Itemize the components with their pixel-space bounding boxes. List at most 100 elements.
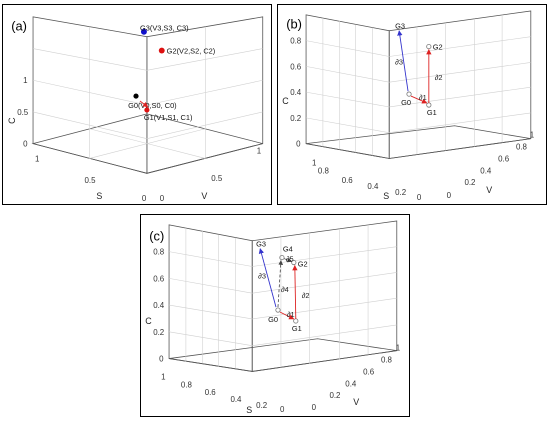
x-tick: 0.4 xyxy=(345,379,357,388)
point-g1 xyxy=(144,107,150,113)
edge-g1-g2 xyxy=(292,264,298,319)
panel-a-label: (a) xyxy=(11,19,27,34)
x-tick: 0.8 xyxy=(381,356,393,365)
edge-label: ∂2 xyxy=(302,291,310,300)
x-tick: 0.4 xyxy=(480,166,492,175)
z-tick: 0 xyxy=(296,140,301,149)
edge-g4-g2 xyxy=(283,257,293,263)
point-g4 xyxy=(279,255,285,261)
panel-b-label: (b) xyxy=(286,17,302,32)
z-tick: 0.2 xyxy=(153,328,164,337)
y-tick: 0.4 xyxy=(230,395,242,404)
panel-a: (a) 0 0.5 1 C 1 0.5 0 S 0 0.5 1 V G3(V3,… xyxy=(2,4,272,205)
z-axis-label: C xyxy=(7,117,17,124)
edge-g0-g3 xyxy=(258,248,277,308)
point-g2 xyxy=(291,259,297,266)
edge-label: ∂1 xyxy=(419,93,427,102)
edge-g0-g1 xyxy=(279,311,295,320)
x-tick: 0.2 xyxy=(329,391,340,400)
x-tick: 1 xyxy=(257,147,262,156)
z-tick: 0.4 xyxy=(153,301,165,310)
point-g1 xyxy=(426,102,432,108)
panel-c-plot: (c) 0 0.2 0.4 0.6 0.8 1 C 1 0.8 0.6 0.4 … xyxy=(145,220,401,415)
y-tick: 0 xyxy=(280,405,285,414)
y-axis-label: S xyxy=(383,191,389,201)
point-g2-label: G2(V2,S2, C2) xyxy=(167,47,216,56)
x-tick: 1 xyxy=(530,131,535,140)
y-tick: 1 xyxy=(312,158,317,167)
point-g0 xyxy=(406,91,412,97)
panel-a-plot: (a) 0 0.5 1 C 1 0.5 0 S 0 0.5 1 V G3(V3,… xyxy=(7,16,264,203)
edge-label: ∂4 xyxy=(281,285,289,294)
y-tick: 0.5 xyxy=(85,176,97,185)
z-axis-label: C xyxy=(282,96,289,106)
y-tick: 0 xyxy=(417,193,422,202)
point-g0-label: G0(V0,S0, C0) xyxy=(128,101,177,110)
panel-a-grid xyxy=(31,16,264,174)
y-tick: 0.6 xyxy=(342,176,354,185)
edge-label: ∂5 xyxy=(286,255,294,264)
edge-g0-g3 xyxy=(397,30,409,92)
point-g2 xyxy=(158,47,165,54)
point-g1-label: G1 xyxy=(427,108,437,117)
y-tick: 0.8 xyxy=(181,380,193,389)
z-tick: 0.8 xyxy=(153,248,165,257)
y-axis-label: S xyxy=(246,405,252,415)
edge-label: ∂1 xyxy=(287,310,295,319)
y-tick: 0.2 xyxy=(395,188,406,197)
x-tick: 0 xyxy=(312,403,317,412)
y-tick: 0.6 xyxy=(205,388,217,397)
x-tick: 0 xyxy=(447,191,452,200)
x-tick: 0.6 xyxy=(363,367,375,376)
y-tick: 0 xyxy=(142,194,147,203)
panel-b-grid xyxy=(305,10,532,159)
x-tick: 0.5 xyxy=(211,174,223,183)
panel-c: (c) 0 0.2 0.4 0.6 0.8 1 C 1 0.8 0.6 0.4 … xyxy=(140,214,410,417)
panel-b: (b) 0 0.2 0.4 0.6 0.8 1 C 1 0.8 0.6 0.4 … xyxy=(277,4,547,205)
point-g2 xyxy=(426,44,432,50)
z-axis-label: C xyxy=(145,316,152,326)
edge-g0-g1 xyxy=(139,100,149,108)
point-g3-label: G3(V3,S3, C3) xyxy=(140,24,189,33)
y-tick: 0.4 xyxy=(367,182,379,191)
panel-c-label: (c) xyxy=(149,229,164,244)
z-tick: 0.5 xyxy=(17,108,29,117)
x-axis-label: V xyxy=(201,191,207,201)
point-g4-label: G4 xyxy=(283,245,293,254)
edge-g0-g4 xyxy=(277,260,284,308)
panel-c-grid xyxy=(168,220,398,372)
x-axis-label: V xyxy=(353,397,359,407)
y-tick: 0.8 xyxy=(318,166,330,175)
point-g0 xyxy=(275,307,281,313)
point-g0-label: G0 xyxy=(401,98,411,107)
z-tick: 0.4 xyxy=(290,88,302,97)
z-tick: 0.8 xyxy=(290,37,302,46)
point-g1-label: G1 xyxy=(292,324,302,333)
edge-label: ∂3 xyxy=(258,271,266,280)
x-tick: 0.8 xyxy=(516,143,528,152)
x-tick: 0 xyxy=(160,194,165,203)
edge-label: ∂2 xyxy=(435,73,443,82)
z-tick: 0 xyxy=(159,355,164,364)
y-tick: 0.2 xyxy=(256,401,267,410)
y-tick: 1 xyxy=(35,154,40,163)
x-axis-label: V xyxy=(486,185,492,195)
y-tick: 1 xyxy=(161,372,166,381)
x-tick: 0.2 xyxy=(464,178,475,187)
z-tick: 0 xyxy=(23,140,28,149)
point-g0-label: G0 xyxy=(268,315,278,324)
y-axis-label: S xyxy=(96,191,102,201)
point-g1 xyxy=(293,318,299,324)
z-tick: 1 xyxy=(23,76,28,85)
x-tick: 1 xyxy=(396,344,401,353)
point-g3-label: G3 xyxy=(256,240,266,249)
point-g2-label: G2 xyxy=(298,259,308,268)
point-g3 xyxy=(140,28,147,35)
x-tick: 0.6 xyxy=(498,154,510,163)
panel-b-plot: (b) 0 0.2 0.4 0.6 0.8 1 C 1 0.8 0.6 0.4 … xyxy=(282,10,535,202)
z-tick: 0.6 xyxy=(290,62,302,71)
z-tick: 0.2 xyxy=(290,114,301,123)
edge-label: ∂3 xyxy=(395,57,403,66)
z-tick: 0.6 xyxy=(153,274,165,283)
edge-g0-g1 xyxy=(410,95,428,104)
